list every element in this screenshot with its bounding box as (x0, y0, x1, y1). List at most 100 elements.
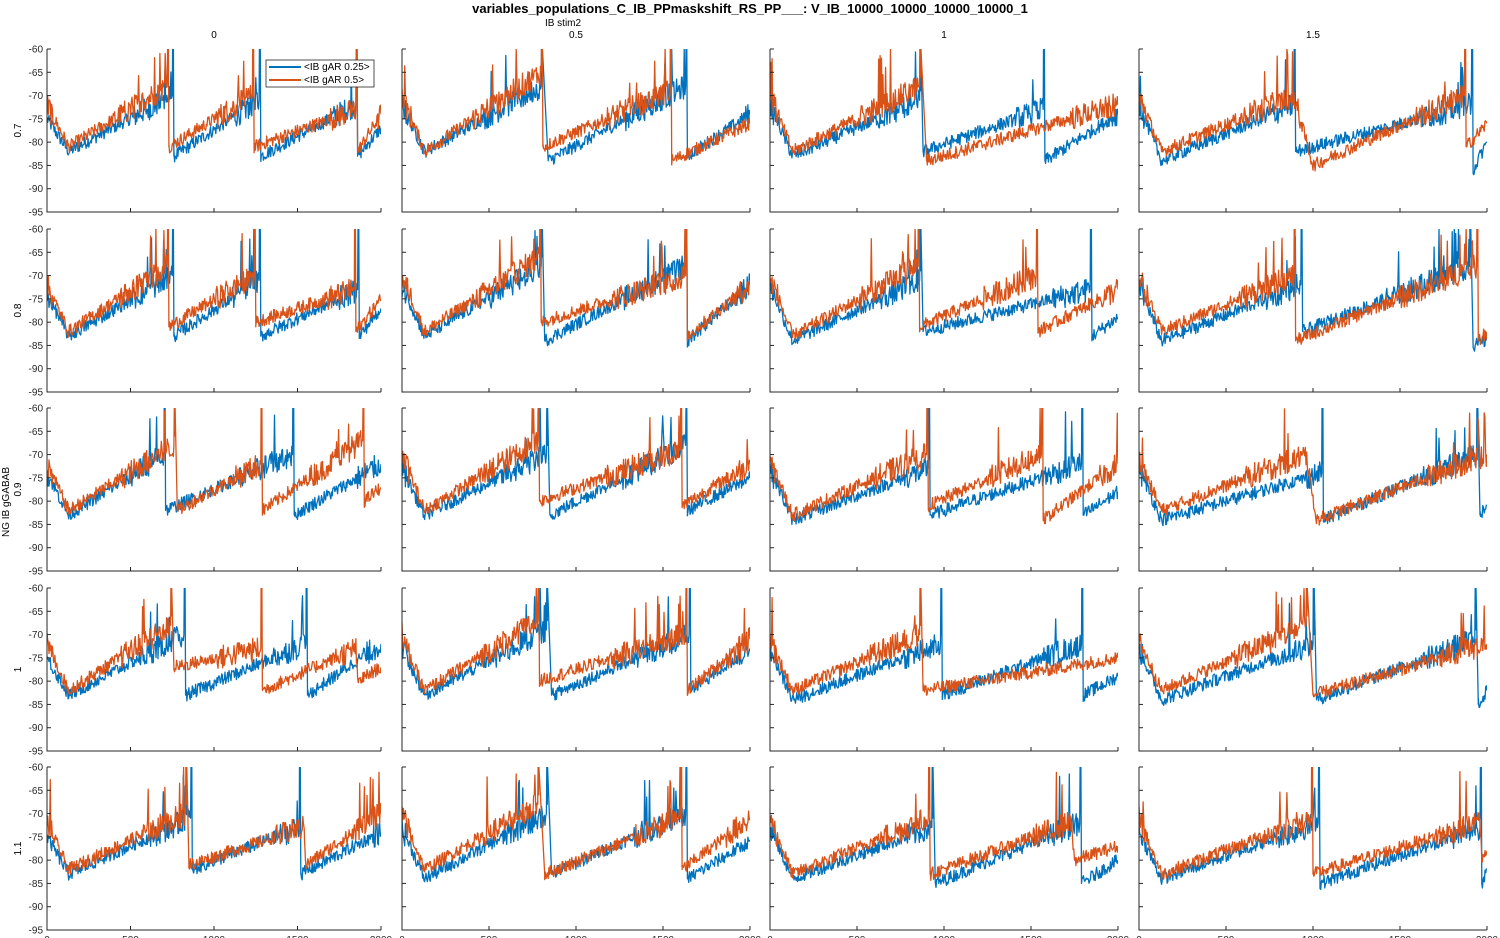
column-label-1.5: 1.5 (1306, 30, 1320, 41)
x-tick-label: 1000 (933, 935, 956, 938)
x-tick-label: 2000 (739, 935, 762, 938)
series-line-2 (47, 229, 381, 338)
y-tick-label: -60 (29, 584, 44, 595)
panel-0.7-1.5 (1138, 48, 1488, 213)
y-tick-label: -95 (29, 926, 44, 937)
y-tick-label: -85 (29, 520, 44, 531)
series-line-2 (1139, 588, 1487, 698)
series-line-2 (47, 767, 381, 875)
y-tick-label: -65 (29, 248, 44, 259)
series-line-1 (1139, 49, 1487, 176)
y-tick-label: -80 (29, 677, 44, 688)
series-line-2 (770, 767, 1118, 881)
y-tick-label: -80 (29, 138, 44, 149)
y-tick-label: -60 (29, 45, 44, 56)
x-tick-label: 1500 (286, 935, 309, 938)
x-tick-label: 2000 (370, 935, 393, 938)
x-tick-label: 2000 (1107, 935, 1130, 938)
series-line-1 (402, 408, 750, 521)
series-line-1 (770, 49, 1118, 165)
panel-0.8-0.5 (401, 228, 751, 393)
y-tick-label: -95 (29, 388, 44, 399)
row-axis-label: NG IB gGABAB (1, 467, 12, 537)
series-line-2 (47, 408, 381, 516)
x-tick-label: 1500 (652, 935, 675, 938)
y-tick-label: -70 (29, 809, 44, 820)
y-tick-label: -70 (29, 450, 44, 461)
axes-frame (1138, 49, 1487, 213)
y-tick-label: -65 (29, 427, 44, 438)
axes-frame (1138, 408, 1487, 572)
panel-0.9-0.5 (401, 407, 751, 572)
series-line-1 (1139, 767, 1487, 891)
series-line-1 (770, 229, 1118, 346)
x-tick-label: 500 (849, 935, 866, 938)
y-tick-label: -60 (29, 763, 44, 774)
y-tick-label: -80 (29, 318, 44, 329)
x-tick-label: 500 (1218, 935, 1235, 938)
row-label-0.8: 0.8 (13, 303, 24, 317)
axes-frame (401, 767, 750, 931)
y-tick-label: -65 (29, 68, 44, 79)
x-tick-label: 500 (122, 935, 139, 938)
x-tick-label: 0 (767, 935, 773, 938)
y-tick-label: -65 (29, 786, 44, 797)
panel-0.9-0: -60 -65 -70 -75 -80 -85 -90 -95 (29, 404, 382, 578)
series-line-1 (47, 588, 381, 702)
series-line-2 (1139, 49, 1487, 172)
panel-1.1-0.5: 0 500 1000 1500 2000 (399, 766, 762, 938)
panel-0.9-1.5 (1138, 407, 1488, 572)
series-line-2 (402, 408, 750, 515)
x-tick-label: 1000 (1302, 935, 1325, 938)
panel-1-0: -60 -65 -70 -75 -80 -85 -90 -95 (29, 584, 382, 758)
panel-0.9-1 (769, 407, 1119, 572)
column-label-0: 0 (211, 30, 217, 41)
y-tick-label: -75 (29, 294, 44, 305)
series-line-2 (770, 408, 1118, 525)
series-line-2 (1139, 408, 1487, 526)
panel-1-0.5 (401, 587, 751, 752)
y-tick-label: -70 (29, 630, 44, 641)
y-tick-label: -80 (29, 497, 44, 508)
y-tick-label: -60 (29, 225, 44, 236)
panel-grid: 0 0.5 1 1.50.70.80.911.1-60-65-70-75-80-85-… (13, 30, 1499, 938)
axes-frame (769, 767, 1118, 931)
series-line-2 (47, 49, 381, 154)
y-tick-label: -75 (29, 653, 44, 664)
row-label-0.9: 0.9 (13, 482, 24, 496)
panel-0.7-0: -60 -65 -70 -75 -80 -85 -90 -95 (29, 45, 382, 219)
series-line-1 (1139, 588, 1487, 709)
x-tick-label: 2000 (1476, 935, 1499, 938)
legend-box (265, 59, 375, 88)
panel-1.1-0: -60 -65 -70 -75 -80 -85 -90 -950 500 1000 1500 2000 (29, 763, 393, 938)
row-label-1.1: 1.1 (13, 841, 24, 855)
y-tick-label: -90 (29, 723, 44, 734)
x-tick-label: 1000 (565, 935, 588, 938)
column-label-0.5: 0.5 (569, 30, 583, 41)
series-line-1 (402, 49, 750, 165)
legend-label-series1: <IB gAR 0.25> (304, 62, 370, 73)
x-tick-label: 0 (1136, 935, 1142, 938)
x-tick-label: 1500 (1389, 935, 1412, 938)
series-line-1 (47, 229, 381, 343)
y-tick-label: -90 (29, 184, 44, 195)
y-tick-label: -75 (29, 473, 44, 484)
y-tick-label: -85 (29, 161, 44, 172)
row-label-1: 1 (13, 666, 24, 672)
series-line-2 (47, 588, 381, 695)
x-tick-label: 0 (44, 935, 50, 938)
column-label-1: 1 (941, 30, 947, 41)
series-line-1 (47, 49, 381, 163)
y-tick-label: -90 (29, 902, 44, 913)
panel-1.1-1: 0 500 1000 1500 2000 (767, 766, 1130, 938)
panel-0.7-1 (769, 48, 1119, 213)
panel-1-1.5 (1138, 587, 1488, 752)
legend: <IB gAR 0.25> <IB gAR 0.5> (265, 59, 375, 88)
series-line-2 (770, 588, 1118, 696)
series-line-2 (770, 229, 1118, 342)
y-tick-label: -95 (29, 747, 44, 758)
y-tick-label: -85 (29, 700, 44, 711)
y-tick-label: -65 (29, 607, 44, 618)
axes-frame (769, 49, 1118, 213)
